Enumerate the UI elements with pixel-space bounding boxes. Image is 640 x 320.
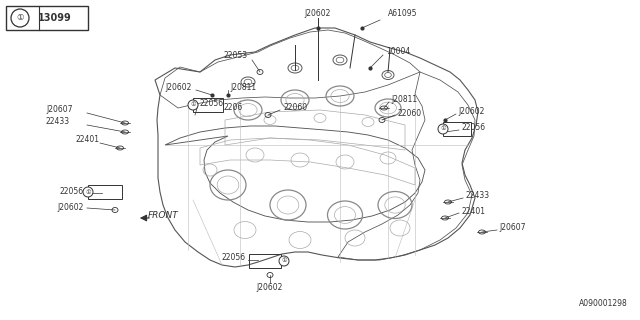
Text: 22056: 22056	[200, 99, 224, 108]
Bar	[6, 6, 88, 30]
Text: ①: ①	[190, 102, 196, 108]
Circle shape	[279, 256, 289, 266]
Text: FRONT: FRONT	[148, 212, 179, 220]
Bar	[443, 122, 471, 136]
Text: 13099: 13099	[38, 13, 72, 23]
Text: 2206: 2206	[224, 102, 243, 111]
Bar	[88, 185, 122, 199]
Text: A090001298: A090001298	[579, 299, 628, 308]
Circle shape	[83, 187, 93, 197]
Text: J20602: J20602	[458, 108, 484, 116]
Text: A61095: A61095	[388, 9, 417, 18]
Text: 22053: 22053	[224, 52, 248, 60]
Text: J20607: J20607	[499, 223, 525, 233]
Text: J20602: J20602	[57, 203, 83, 212]
Text: J20607: J20607	[46, 106, 72, 115]
Text: J20811: J20811	[230, 84, 256, 92]
Text: 22401: 22401	[75, 135, 99, 145]
Text: 22060: 22060	[397, 108, 421, 117]
Text: ①: ①	[440, 126, 446, 132]
Text: ①: ①	[85, 189, 91, 195]
Text: 22056: 22056	[59, 188, 83, 196]
Text: 22056: 22056	[461, 124, 485, 132]
Text: ①: ①	[16, 13, 24, 22]
Circle shape	[188, 100, 198, 110]
Text: J20602: J20602	[305, 9, 331, 18]
Text: J20602: J20602	[166, 84, 192, 92]
Bar	[249, 254, 281, 268]
Text: ①: ①	[281, 259, 287, 263]
Text: 22060: 22060	[283, 103, 307, 113]
Text: J20602: J20602	[257, 283, 283, 292]
Circle shape	[438, 124, 448, 134]
Text: 22056: 22056	[222, 253, 246, 262]
Text: 22433: 22433	[466, 191, 490, 201]
Text: 22401: 22401	[461, 206, 485, 215]
Text: 10004: 10004	[386, 47, 410, 57]
Text: 22433: 22433	[46, 117, 70, 126]
Text: J20811: J20811	[391, 95, 417, 105]
Bar	[193, 98, 223, 112]
